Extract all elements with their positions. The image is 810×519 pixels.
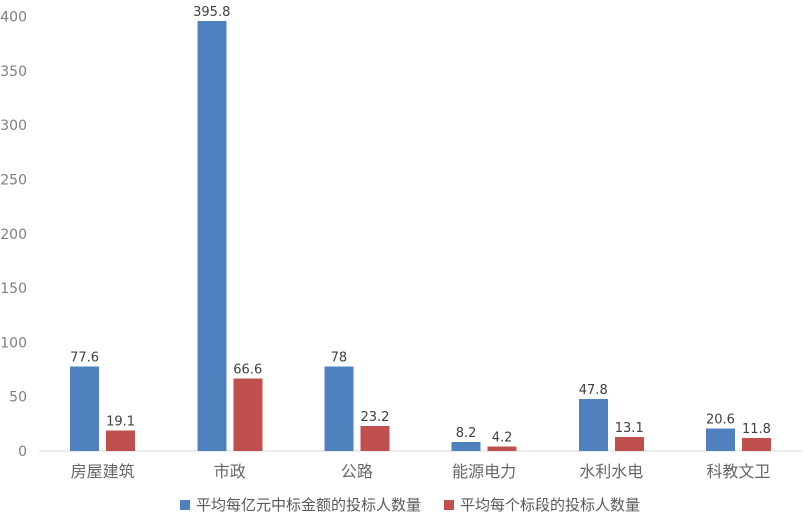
bar-series1-cat0 (106, 430, 136, 451)
bar-series0-cat5 (705, 428, 735, 451)
category-label-2: 公路 (341, 462, 373, 481)
y-tick-label: 150 (0, 281, 27, 297)
value-label-series0-cat1: 395.8 (193, 5, 230, 20)
category-label-1: 市政 (214, 462, 246, 481)
y-tick-label: 300 (0, 118, 27, 134)
value-label-series0-cat2: 78 (331, 350, 348, 365)
value-label-series0-cat3: 8.2 (456, 426, 477, 441)
category-label-5: 科教文卫 (706, 462, 770, 481)
y-tick-label: 50 (9, 390, 27, 406)
bar-series0-cat1 (197, 21, 227, 452)
category-label-4: 水利水电 (579, 462, 643, 481)
bar-series0-cat0 (70, 366, 100, 451)
category-label-0: 房屋建筑 (71, 462, 135, 481)
bar-series1-cat5 (741, 438, 771, 451)
value-label-series1-cat0: 19.1 (106, 414, 135, 429)
category-label-3: 能源电力 (452, 462, 516, 481)
y-tick-label: 400 (0, 10, 27, 26)
value-label-series1-cat4: 13.1 (615, 421, 644, 436)
legend-swatch-series0 (180, 500, 190, 510)
value-label-series0-cat0: 77.6 (70, 351, 99, 366)
value-label-series1-cat5: 11.8 (742, 422, 771, 437)
value-label-series1-cat1: 66.6 (233, 363, 262, 378)
bar-series1-cat4 (614, 436, 644, 451)
y-tick-label: 200 (0, 227, 27, 243)
y-tick-label: 250 (0, 173, 27, 189)
bar-series0-cat2 (324, 366, 354, 451)
legend-label-series1: 平均每个标段的投标人数量 (460, 496, 640, 514)
legend-label-series0: 平均每亿元中标金额的投标人数量 (196, 496, 421, 514)
bar-series0-cat3 (451, 442, 481, 451)
bar-series1-cat2 (360, 425, 390, 451)
y-tick-label: 0 (18, 444, 27, 460)
value-label-series1-cat2: 23.2 (360, 410, 389, 425)
y-tick-label: 350 (0, 64, 27, 80)
bar-series1-cat1 (233, 378, 263, 451)
value-label-series1-cat3: 4.2 (492, 430, 513, 445)
value-label-series0-cat4: 47.8 (579, 383, 608, 398)
bar-series1-cat3 (487, 446, 517, 451)
bar-series0-cat4 (578, 399, 608, 451)
y-tick-label: 100 (0, 335, 27, 351)
legend-swatch-series1 (444, 500, 454, 510)
value-label-series0-cat5: 20.6 (706, 413, 735, 428)
